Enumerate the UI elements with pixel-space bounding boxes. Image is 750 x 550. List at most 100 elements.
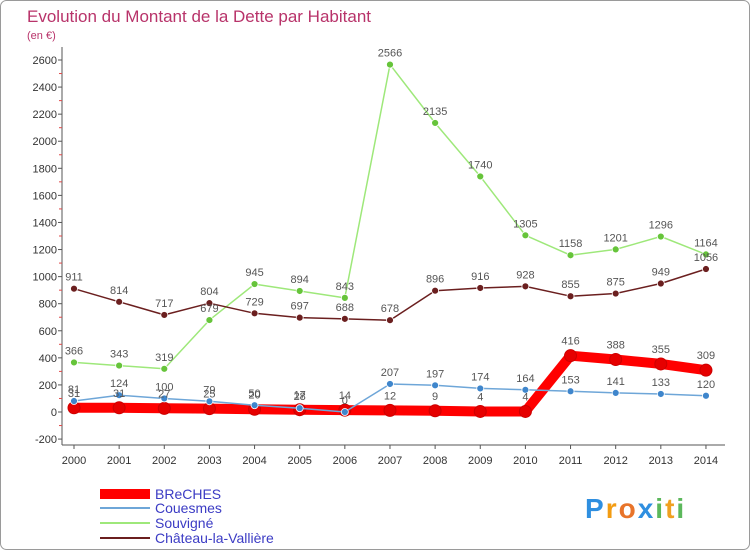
data-label-souvigne: 319 [155, 352, 173, 364]
data-label-couesmes: 100 [155, 381, 173, 393]
data-point-breches [383, 403, 397, 417]
data-label-souvigne: 1201 [603, 232, 627, 244]
data-point-chateau-la-valliere [205, 299, 214, 308]
data-point-chateau-la-valliere [115, 297, 124, 306]
data-label-breches: 20 [248, 389, 260, 401]
y-tick-label: 2000 [33, 136, 57, 148]
data-label-couesmes: 133 [652, 377, 670, 389]
logo-letter: i [655, 493, 665, 524]
data-point-chateau-la-valliere [521, 282, 530, 291]
data-label-souvigne: 894 [291, 274, 309, 286]
x-tick-label: 2014 [694, 455, 718, 467]
x-tick-label: 2002 [152, 455, 176, 467]
data-labels: 31 31 27 25 20 17 14 12 9 4 4 416 388 355 309 81 124 100 7… [65, 48, 718, 407]
data-point-souvigne [476, 172, 485, 181]
data-point-chateau-la-valliere [476, 284, 485, 292]
data-point-breches [518, 404, 532, 418]
data-point-souvigne [340, 293, 349, 302]
data-point-souvigne [250, 280, 259, 288]
data-label-chateau-la-valliere: 928 [516, 269, 534, 281]
data-point-souvigne [205, 316, 214, 324]
data-label-souvigne: 945 [245, 267, 263, 279]
data-point-couesmes [386, 380, 394, 388]
data-point-couesmes [70, 397, 78, 405]
data-point-chateau-la-valliere [431, 286, 440, 295]
y-tick-label: 2200 [33, 109, 57, 121]
data-label-chateau-la-valliere: 678 [381, 303, 399, 315]
data-label-couesmes: 124 [110, 378, 128, 390]
x-tick-label: 2010 [513, 455, 537, 467]
data-point-breches [428, 404, 442, 418]
data-label-couesmes: 50 [248, 388, 260, 400]
data-label-chateau-la-valliere: 875 [607, 277, 625, 289]
data-point-chateau-la-valliere [611, 289, 620, 298]
x-tick-label: 2004 [242, 455, 266, 467]
data-point-couesmes [431, 381, 440, 390]
y-tick-label: 800 [39, 299, 57, 311]
data-label-souvigne: 1296 [649, 220, 673, 232]
y-tick-label: 1800 [33, 163, 57, 175]
data-point-breches [112, 401, 126, 415]
x-tick-label: 2009 [468, 455, 492, 467]
data-point-chateau-la-valliere [160, 311, 169, 319]
data-label-breches: 416 [561, 336, 579, 348]
logo-letter: x [638, 493, 656, 524]
data-label-souvigne: 1158 [559, 238, 583, 250]
data-point-souvigne [611, 245, 620, 254]
data-label-breches: 17 [294, 390, 306, 402]
data-point-chateau-la-valliere [386, 316, 394, 325]
data-point-couesmes [340, 408, 349, 416]
data-label-souvigne: 1305 [513, 218, 537, 230]
data-label-couesmes: 28 [294, 391, 306, 403]
data-point-couesmes [566, 387, 575, 396]
data-label-chateau-la-valliere: 911 [65, 272, 83, 284]
data-label-couesmes: 153 [561, 374, 579, 386]
data-label-chateau-la-valliere: 688 [336, 302, 354, 314]
x-tick-label: 2005 [287, 455, 311, 467]
y-tick-label: 400 [39, 353, 57, 365]
data-label-couesmes: 141 [607, 376, 625, 388]
data-point-chateau-la-valliere [656, 279, 665, 288]
data-label-couesmes: 81 [68, 384, 80, 396]
data-label-breches: 355 [652, 344, 670, 356]
data-point-chateau-la-valliere [250, 309, 259, 318]
data-point-couesmes [205, 397, 214, 406]
data-label-souvigne: 1164 [694, 237, 718, 249]
data-label-breches: 4 [522, 391, 528, 403]
data-label-couesmes: 174 [471, 371, 489, 383]
data-label-chateau-la-valliere: 949 [652, 267, 670, 279]
legend: BReCHES Couesmes Souvigné Château-la-Val… [100, 486, 274, 546]
x-tick-label: 2001 [107, 455, 131, 467]
x-tick-label: 2012 [603, 455, 627, 467]
data-label-breches: 4 [477, 391, 483, 403]
data-label-chateau-la-valliere: 697 [291, 301, 309, 313]
y-tick-label: 2400 [33, 82, 57, 94]
legend-label-chateau-la-valliere: Château-la-Vallière [155, 530, 274, 546]
x-tick-label: 2007 [378, 455, 402, 467]
data-point-breches [654, 357, 668, 371]
data-label-couesmes: 164 [516, 373, 534, 385]
data-label-chateau-la-valliere: 916 [471, 271, 489, 283]
data-point-souvigne [160, 364, 169, 373]
data-point-couesmes [702, 391, 710, 400]
data-label-souvigne: 343 [110, 349, 128, 361]
data-point-couesmes [115, 391, 124, 400]
legend-label-breches: BReCHES [155, 486, 221, 502]
legend-label-couesmes: Couesmes [155, 500, 222, 516]
data-label-chateau-la-valliere: 717 [155, 298, 173, 310]
data-label-souvigne: 366 [65, 345, 83, 357]
data-point-breches [157, 401, 171, 415]
data-point-chateau-la-valliere [340, 314, 349, 323]
data-label-breches: 388 [607, 339, 625, 351]
data-label-chateau-la-valliere: 814 [110, 285, 128, 297]
data-label-chateau-la-valliere: 1056 [694, 252, 718, 264]
data-label-souvigne: 843 [336, 281, 354, 293]
legend-label-souvigne: Souvigné [155, 515, 214, 531]
logo-letter: t [665, 493, 676, 524]
data-label-chateau-la-valliere: 804 [200, 286, 218, 298]
data-label-breches: 27 [158, 388, 170, 400]
y-tick-label: 600 [39, 326, 57, 338]
data-point-couesmes [250, 401, 259, 410]
